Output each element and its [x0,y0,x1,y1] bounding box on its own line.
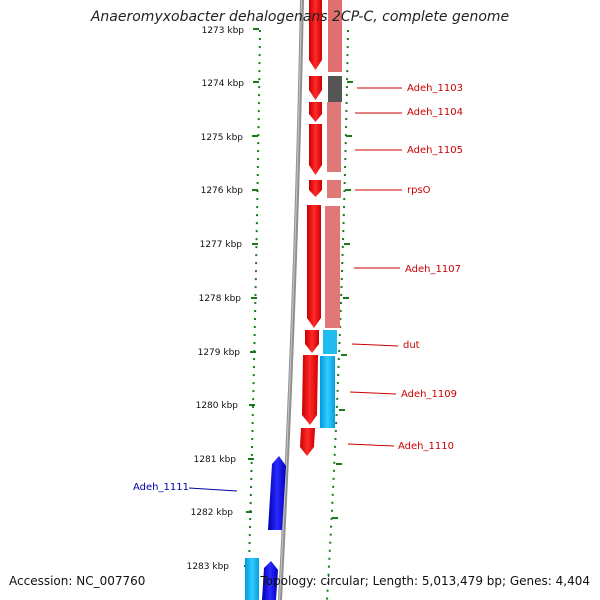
genome-info-text: Topology: circular; Length: 5,013,479 bp… [260,574,590,588]
gene-arrow-1109 [302,355,318,425]
secondary-track [320,0,342,428]
kbp-label: 1282 kbp [191,508,234,518]
gene-arrow-1107 [307,205,321,328]
accession-text: Accession: NC_007760 [9,574,146,588]
kbp-label: 1280 kbp [196,401,239,411]
gene-arrow-1111 [268,456,286,530]
gene-label-dut: dut [403,340,420,351]
gene-arrow-1102 [309,0,322,70]
track-segment [325,206,340,328]
gene-arrow-1110 [300,428,315,456]
reverse-genes [245,456,286,600]
kbp-label: 1279 kbp [198,348,241,358]
gene-arrow-1104 [309,102,322,122]
kbp-label: 1273 kbp [202,26,245,36]
kbp-labels: 1273 kbp 1274 kbp 1275 kbp 1276 kbp 1277… [187,26,245,572]
rna-segment [323,330,337,354]
gene-label-rpso: rpsO [407,185,431,196]
gene-arrow-1103 [309,76,322,100]
kbp-label: 1277 kbp [200,240,243,250]
track-segment [327,102,341,172]
rna-segment [320,356,335,428]
kbp-label: 1274 kbp [202,79,245,89]
gene-label-adeh-1105: Adeh_1105 [407,145,463,156]
gene-arrow-dut [305,330,319,353]
gene-label-adeh-1107: Adeh_1107 [405,264,461,275]
kbp-label: 1283 kbp [187,562,230,572]
major-ticks [244,28,259,567]
outer-tick-track [247,29,261,600]
gene-label-adeh-1109: Adeh_1109 [401,389,457,400]
gene-label-adeh-1111: Adeh_1111 [133,482,189,493]
label-leaders [188,87,402,492]
forward-genes [300,0,322,456]
rna-arrow [245,558,259,600]
map-title: Anaeromyxobacter dehalogenans 2CP-C, com… [90,9,510,25]
genome-backbone [278,0,304,600]
kbp-label: 1276 kbp [201,186,244,196]
gene-arrow-rpsO [309,180,322,197]
major-ticks-inner [332,81,353,519]
gene-label-adeh-1110: Adeh_1110 [398,441,454,452]
gene-arrow-1105 [309,124,322,175]
kbp-label: 1278 kbp [199,294,242,304]
gene-label-adeh-1104: Adeh_1104 [407,107,463,118]
track-segment [328,0,342,72]
kbp-label: 1275 kbp [201,133,244,143]
track-segment [328,76,342,102]
gene-arrow-1112 [262,561,278,600]
kbp-label: 1281 kbp [194,455,237,465]
track-segment [327,180,341,198]
gene-label-adeh-1103: Adeh_1103 [407,83,463,94]
gene-labels: Adeh_1103 Adeh_1104 Adeh_1105 rpsO Adeh_… [133,83,463,493]
